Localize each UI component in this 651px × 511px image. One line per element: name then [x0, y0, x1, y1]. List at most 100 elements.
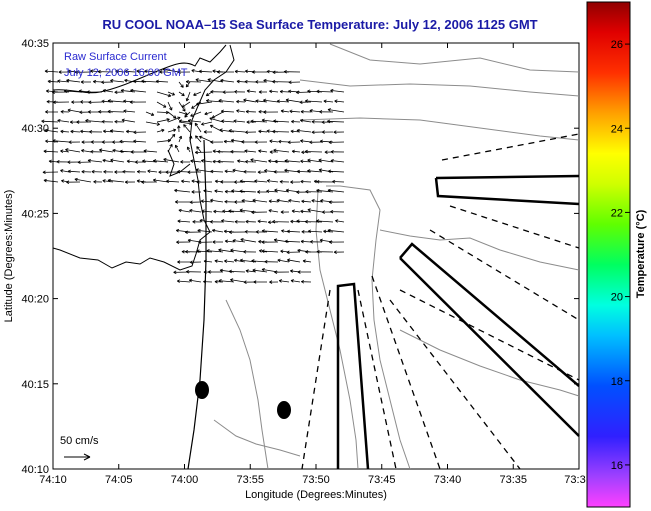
- current-vector: [196, 146, 202, 153]
- current-vector: [177, 70, 191, 74]
- mooring-marker-2: [277, 401, 291, 419]
- current-vector: [255, 230, 268, 234]
- current-vector: [141, 180, 158, 184]
- current-vector: [110, 158, 125, 163]
- current-vector: [224, 239, 235, 244]
- current-vector: [130, 150, 146, 154]
- current-vector: [86, 90, 103, 94]
- current-vector: [181, 101, 191, 108]
- x-tick-label: 73:50: [302, 474, 330, 486]
- colorbar-tick-label: 24: [611, 123, 623, 135]
- contour-deep: [399, 329, 580, 397]
- contour-shallow: [213, 419, 301, 457]
- contour-1: [329, 43, 580, 73]
- current-vector: [269, 89, 279, 94]
- current-vector: [204, 111, 213, 116]
- current-vector: [269, 150, 278, 154]
- current-vector: [175, 228, 191, 233]
- current-vector: [63, 89, 81, 93]
- current-vector: [201, 121, 213, 126]
- current-vector: [174, 144, 180, 153]
- x-tick-label: 73:45: [368, 474, 396, 486]
- current-vector: [316, 249, 334, 254]
- current-vector: [103, 170, 114, 174]
- current-vector: [167, 128, 177, 133]
- current-vector: [188, 135, 193, 143]
- current-vector: [178, 91, 185, 97]
- current-vector: [233, 119, 246, 123]
- current-vector: [234, 220, 246, 224]
- current-vector: [196, 180, 213, 184]
- current-vector: [330, 150, 345, 154]
- current-vector: [228, 269, 246, 274]
- inset-title: Raw Surface Current: [64, 51, 167, 63]
- radar-line-1: [441, 133, 580, 161]
- contour-channel-left: [326, 185, 411, 470]
- current-vector: [109, 129, 125, 133]
- current-vector: [228, 230, 246, 234]
- current-vector: [214, 279, 224, 284]
- current-vector: [195, 168, 213, 173]
- current-vector: [197, 228, 213, 233]
- current-vector: [333, 250, 345, 254]
- current-vector: [184, 230, 202, 235]
- current-vector: [147, 169, 158, 174]
- current-vector: [198, 69, 213, 74]
- x-tick-label: 73:3: [564, 474, 585, 486]
- current-vector: [232, 168, 246, 173]
- current-vector: [272, 129, 290, 134]
- current-vector: [191, 101, 202, 109]
- current-vector: [305, 189, 323, 194]
- current-vector: [220, 180, 235, 184]
- current-vector: [124, 78, 136, 83]
- current-vector: [284, 159, 301, 163]
- current-vector: [291, 149, 301, 154]
- current-vector: [216, 70, 234, 74]
- current-vector: [257, 190, 267, 194]
- current-vector: [184, 111, 191, 118]
- y-tick-label: 40:25: [21, 208, 49, 220]
- current-vector: [220, 78, 235, 83]
- current-vector: [60, 129, 70, 134]
- current-vector: [280, 109, 290, 113]
- current-vector: [190, 111, 202, 117]
- current-vector: [311, 130, 323, 135]
- current-vector: [66, 180, 81, 184]
- x-tick-label: 73:55: [236, 474, 264, 486]
- current-vector: [224, 169, 235, 174]
- current-vector: [269, 139, 279, 144]
- current-vector: [261, 240, 279, 244]
- x-tick-label: 74:00: [171, 474, 199, 486]
- current-vector: [266, 189, 279, 194]
- current-vector: [212, 240, 223, 244]
- current-vector: [224, 200, 235, 204]
- current-vector: [189, 200, 202, 205]
- current-vector: [243, 98, 257, 103]
- current-vector: [90, 140, 102, 144]
- current-vector: [180, 160, 191, 164]
- current-vector: [190, 159, 202, 163]
- current-vector: [77, 160, 92, 165]
- current-vector: [304, 219, 323, 224]
- current-vector: [203, 279, 213, 284]
- current-vector: [316, 219, 334, 223]
- current-vector: [42, 170, 59, 175]
- current-vector: [246, 89, 257, 93]
- current-vector: [254, 140, 268, 144]
- current-vector: [209, 220, 224, 224]
- current-vector: [261, 229, 279, 233]
- current-vector: [198, 240, 213, 245]
- current-vector: [300, 209, 312, 214]
- current-vector: [200, 159, 213, 163]
- current-vector: [123, 109, 136, 113]
- y-tick-label: 40:15: [21, 379, 49, 391]
- current-vector: [159, 70, 168, 74]
- current-vector: [186, 269, 202, 274]
- radar-line-6: [371, 275, 441, 470]
- colorbar-tick-label: 22: [611, 207, 623, 219]
- current-vector: [291, 209, 301, 214]
- contour-3: [299, 117, 580, 141]
- current-vector: [254, 179, 268, 183]
- current-vector: [115, 69, 125, 74]
